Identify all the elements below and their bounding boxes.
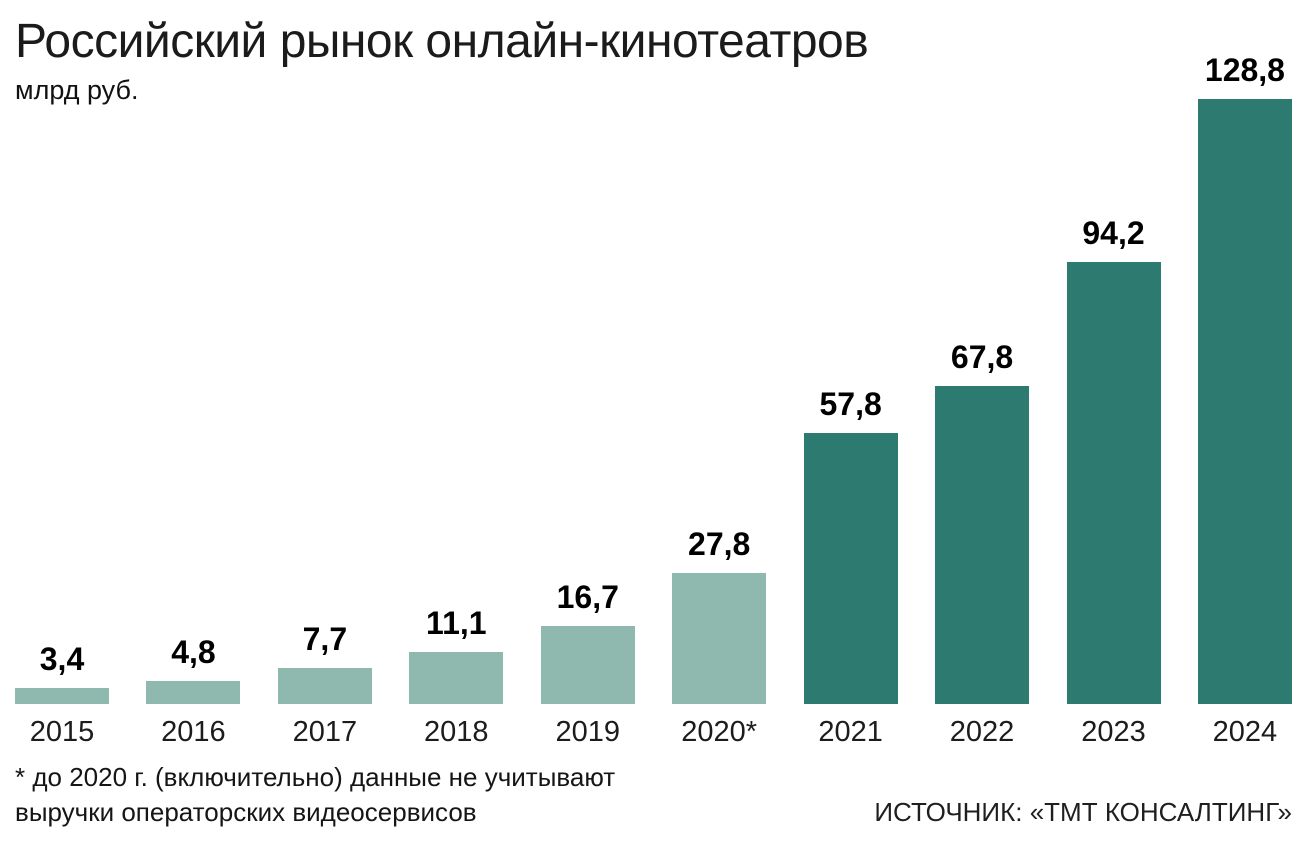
bar-value-label: 11,1 — [426, 605, 487, 641]
bar-column: 16,7 2019 — [540, 579, 635, 748]
chart-header: Российский рынок онлайн-кинотеатров млрд… — [15, 15, 1292, 106]
bar — [409, 652, 504, 704]
bar-value-label: 128,8 — [1204, 52, 1285, 88]
bar — [277, 668, 372, 704]
bar-column: 4,8 2016 — [146, 634, 241, 748]
x-axis-label: 2022 — [949, 716, 1015, 748]
bar — [15, 688, 109, 704]
x-axis-label: 2018 — [424, 716, 489, 748]
bar-value-label: 27,8 — [688, 526, 751, 562]
bar-value-label: 94,2 — [1082, 215, 1145, 251]
bar-value-label: 4,8 — [171, 634, 216, 670]
footnote-line-1: * до 2020 г. (включительно) данные не уч… — [15, 761, 616, 792]
bar-column: 128,8 2024 — [1197, 52, 1292, 748]
x-axis-label: 2016 — [161, 716, 226, 748]
bar-value-label: 67,8 — [950, 339, 1014, 375]
footnote-line-2: выручки операторских видеосервисов — [15, 796, 477, 827]
bar-value-label: 7,7 — [302, 621, 348, 657]
bar-value-label: 16,7 — [556, 579, 619, 615]
bar — [146, 681, 241, 704]
x-axis-label: 2015 — [29, 716, 95, 748]
bar-column: 94,2 2023 — [1066, 215, 1161, 748]
bar — [935, 386, 1030, 704]
bar-column: 27,8 2020* — [672, 526, 767, 748]
x-axis-label: 2021 — [818, 716, 883, 748]
bar — [803, 433, 898, 704]
bar-column: 7,7 2017 — [277, 621, 372, 748]
bar — [540, 626, 635, 704]
bar — [1197, 99, 1292, 704]
x-axis-label: 2020* — [681, 716, 758, 748]
x-axis-label: 2019 — [555, 716, 620, 748]
source-label: ИСТОЧНИК: «ТМТ КОНСАЛТИНГ» — [874, 797, 1292, 827]
bar-column: 3,4 2015 — [15, 641, 109, 748]
bar-column: 57,8 2021 — [803, 386, 898, 748]
chart-footer: * до 2020 г. (включительно) данные не уч… — [15, 760, 1292, 830]
footnote: * до 2020 г. (включительно) данные не уч… — [15, 760, 615, 830]
x-axis-label: 2024 — [1212, 716, 1278, 748]
x-axis-label: 2017 — [292, 716, 358, 748]
bar-column: 67,8 2022 — [935, 339, 1030, 748]
bar-column: 11,1 2018 — [409, 605, 504, 748]
bar-value-label: 3,4 — [39, 641, 85, 677]
bar-chart: 3,4 2015 4,8 2016 7,7 2017 11,1 2018 16,7 2019 27,… — [15, 48, 1292, 748]
bar — [672, 573, 767, 704]
page-title: Российский рынок онлайн-кинотеатров — [15, 15, 869, 68]
x-axis-label: 2023 — [1081, 716, 1146, 748]
bar — [1066, 262, 1161, 704]
bar-value-label: 57,8 — [819, 386, 882, 422]
chart-units-label: млрд руб. — [15, 74, 139, 105]
